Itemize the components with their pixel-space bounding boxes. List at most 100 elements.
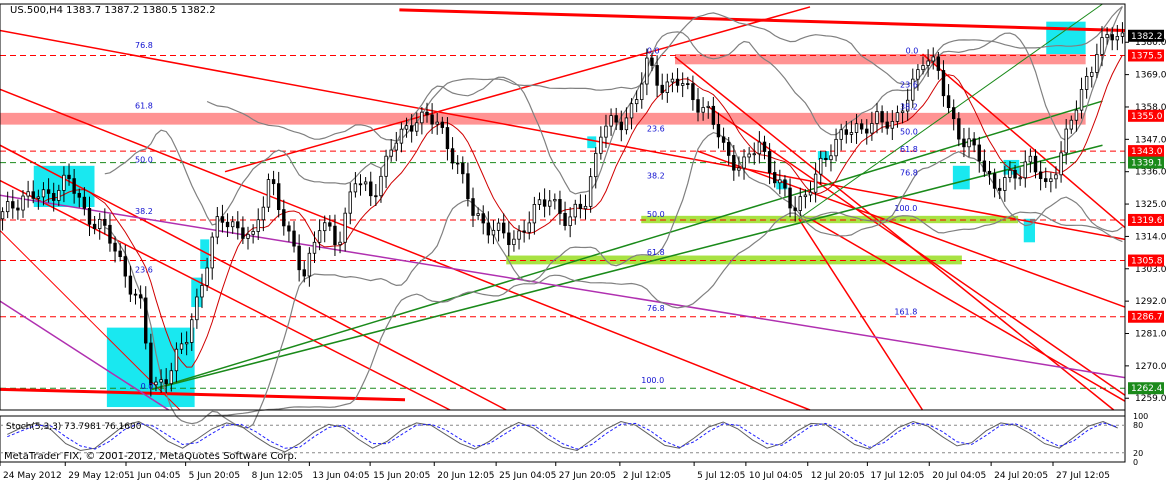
candle-body — [553, 199, 557, 202]
candle-body — [220, 216, 225, 223]
fib-label: 23.6 — [900, 80, 918, 89]
candle-body — [154, 381, 158, 386]
candle-body — [200, 285, 204, 298]
candle-body — [466, 173, 470, 200]
candle-body — [11, 201, 15, 209]
candle-body — [941, 70, 946, 97]
candle-body — [839, 129, 843, 140]
candle-body — [67, 174, 71, 180]
candle-body — [691, 83, 695, 101]
candle-body — [317, 230, 322, 243]
price-tag — [1128, 156, 1164, 169]
candle-body — [108, 224, 112, 244]
candle-body — [670, 78, 675, 83]
candle-body — [287, 225, 291, 232]
candle-body — [297, 245, 301, 271]
candle-body — [900, 110, 905, 114]
price-tag — [1128, 382, 1164, 395]
candle-body — [292, 230, 296, 247]
candle-body — [72, 178, 76, 194]
candle-body — [604, 125, 608, 138]
highlight-box — [817, 151, 830, 160]
trend-line — [0, 194, 1126, 379]
candle-body — [491, 229, 496, 236]
candle-body — [916, 69, 920, 80]
price-tag-label: 1286.7 — [1131, 313, 1163, 323]
trend-line — [798, 218, 924, 411]
stoch-tick-label: 100 — [1133, 412, 1148, 421]
stoch-tick-label: 20 — [1133, 449, 1143, 458]
candle-body — [1084, 75, 1089, 90]
candle-body — [548, 200, 552, 207]
x-tick-label: 20 Jul 04:05 — [932, 471, 986, 481]
x-tick-label: 20 Jun 12:05 — [437, 471, 494, 481]
copyright-text: MetaTrader FIX, © 2001-2012, MetaQuotes … — [4, 451, 297, 462]
stoch-tick-label: 80 — [1133, 421, 1143, 430]
price-tag-label: 1375.5 — [1131, 51, 1163, 61]
candle-body — [1003, 177, 1007, 191]
zone-band — [0, 112, 1086, 125]
candle-body — [1069, 119, 1074, 130]
candle-body — [726, 141, 731, 156]
candle-body — [1100, 37, 1104, 55]
candle-body — [302, 269, 306, 277]
levels-layer — [0, 54, 1125, 389]
candle-body — [880, 111, 884, 123]
bollinger-band — [206, 5, 1123, 142]
y-axis: 1380.0 1369.0 1358.0 1347.0 1336.0 1325.0 1314… — [0, 3, 1167, 462]
candle-body — [680, 83, 685, 86]
candle-body — [696, 99, 700, 113]
candle-body — [1044, 178, 1048, 182]
candle-body — [333, 225, 337, 246]
candle-body — [1110, 34, 1114, 41]
candle-body — [1028, 155, 1033, 163]
candle-body — [962, 138, 966, 148]
price-tag-label: 1382.2 — [1131, 32, 1163, 42]
candle-body — [338, 241, 342, 246]
candle-body — [425, 111, 429, 116]
stoch-tick-label: 0 — [1133, 458, 1138, 467]
candle-body — [578, 203, 583, 210]
stoch-panel-frame — [0, 415, 1126, 463]
candle-body — [276, 183, 281, 210]
candle-body — [936, 56, 941, 71]
price-tag-label: 1262.4 — [1131, 384, 1163, 394]
candle-body — [721, 136, 726, 143]
candle-body — [215, 216, 220, 238]
candle-body — [409, 125, 414, 132]
candle-body — [363, 181, 368, 185]
candle-body — [374, 195, 378, 198]
candle-body — [875, 111, 879, 124]
candle-body — [57, 190, 61, 201]
zones-layer — [0, 54, 1086, 265]
price-tag-label: 1339.1 — [1131, 159, 1163, 169]
zone-band — [506, 255, 962, 265]
fib-label: 61.8 — [135, 102, 153, 111]
candle-body — [1120, 32, 1125, 37]
candle-body — [834, 138, 838, 157]
candle-body — [905, 99, 910, 112]
x-tick-label: 5 Jun 20:05 — [189, 471, 240, 481]
candle-body — [532, 204, 537, 224]
candle-body — [563, 212, 567, 226]
candle-body — [1095, 54, 1099, 73]
candle-body — [808, 191, 813, 196]
candle-body — [711, 105, 716, 125]
candle-body — [706, 105, 710, 108]
y-tick-label: 1314.0 — [1135, 232, 1167, 242]
candle-body — [854, 123, 859, 133]
trend-line — [0, 387, 406, 402]
candle-body — [788, 187, 792, 209]
candle-body — [1064, 128, 1068, 154]
x-tick-label: 17 Jul 12:05 — [870, 471, 924, 481]
candle-body — [138, 294, 143, 299]
trend-line — [151, 100, 1103, 391]
candle-body — [420, 111, 424, 124]
candle-body — [205, 267, 209, 286]
candle-body — [803, 194, 808, 198]
candle-body — [588, 176, 593, 207]
candle-body — [773, 172, 777, 184]
candle-body — [486, 222, 491, 236]
candle-body — [609, 115, 613, 127]
